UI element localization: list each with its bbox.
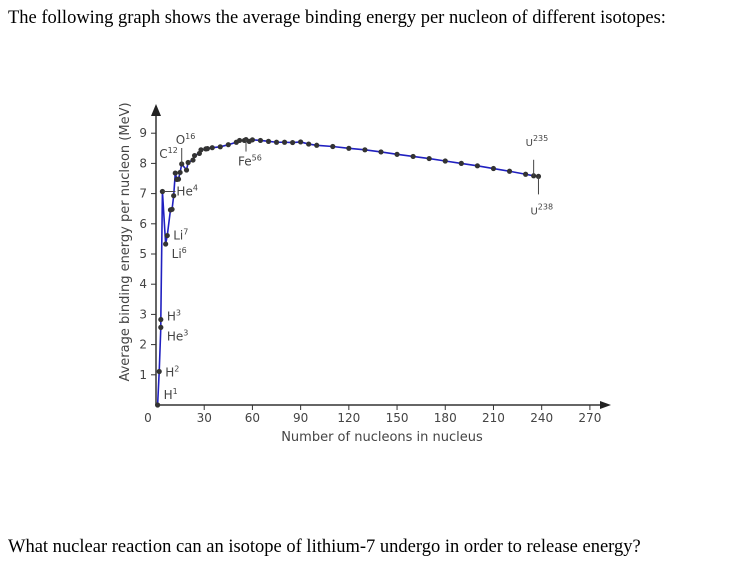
x-axis-arrow-icon xyxy=(600,401,611,409)
data-point xyxy=(158,324,164,330)
data-point xyxy=(257,137,264,144)
y-tick-label: 5 xyxy=(139,247,147,261)
x-tick-label: 120 xyxy=(337,411,360,425)
data-point xyxy=(535,173,542,179)
y-tick-label: 2 xyxy=(139,338,147,352)
data-point xyxy=(298,139,304,145)
isotope-label: He3 xyxy=(167,328,189,343)
x-tick-label: 60 xyxy=(245,411,260,425)
x-tick-label: 150 xyxy=(386,411,409,425)
data-point xyxy=(362,147,368,153)
y-tick-label: 6 xyxy=(139,217,147,231)
data-point xyxy=(190,157,196,163)
y-axis-label: Average binding energy per nucleon (MeV) xyxy=(118,102,133,381)
isotope-label: He4 xyxy=(176,183,198,198)
isotope-label: U238 xyxy=(530,202,553,217)
data-point xyxy=(177,169,183,176)
data-point xyxy=(330,143,336,150)
isotope-label: Li6 xyxy=(172,246,187,261)
y-tick-label: 9 xyxy=(139,126,147,140)
x-tick-label: 30 xyxy=(197,411,212,425)
intro-text: The following graph shows the average bi… xyxy=(8,8,666,28)
data-point xyxy=(442,158,448,164)
data-point xyxy=(155,402,161,408)
data-point xyxy=(346,145,352,151)
x-tick-label: 210 xyxy=(482,411,505,425)
data-point xyxy=(175,176,182,182)
isotope-label: C12 xyxy=(159,146,178,161)
data-point xyxy=(458,160,464,166)
data-point xyxy=(164,232,170,239)
data-point xyxy=(281,139,288,145)
data-point xyxy=(225,142,231,148)
data-point xyxy=(183,167,190,173)
data-point xyxy=(171,193,177,199)
y-tick-label: 7 xyxy=(139,187,147,201)
data-point xyxy=(249,137,256,143)
data-point xyxy=(490,165,497,172)
x-tick-label: 270 xyxy=(578,411,601,425)
isotope-label: H3 xyxy=(167,309,181,324)
isotope-label: O16 xyxy=(176,132,196,147)
data-point xyxy=(236,137,243,144)
x-tick-label: 90 xyxy=(293,411,308,425)
y-tick-label: 4 xyxy=(139,277,147,291)
isotope-label: Fe56 xyxy=(238,154,262,169)
data-point xyxy=(426,155,432,162)
data-point xyxy=(163,241,169,247)
x-axis-label: Number of nucleons in nucleus xyxy=(281,430,483,445)
data-point xyxy=(273,139,280,145)
y-tick-label: 3 xyxy=(139,307,147,321)
data-point xyxy=(314,142,320,148)
data-point xyxy=(185,159,191,166)
isotope-label: Li7 xyxy=(173,228,188,243)
data-point xyxy=(156,368,162,375)
data-point xyxy=(217,144,223,150)
x-tick-label: 180 xyxy=(434,411,457,425)
data-point xyxy=(378,149,384,155)
data-point xyxy=(169,206,175,212)
data-point xyxy=(410,153,416,160)
data-point xyxy=(394,151,400,157)
isotope-label: U235 xyxy=(526,134,549,149)
y-tick-label: 8 xyxy=(139,156,147,170)
data-point xyxy=(289,139,296,146)
question-text: What nuclear reaction can an isotope of … xyxy=(8,537,641,557)
binding-energy-line xyxy=(156,138,539,406)
data-point xyxy=(209,145,215,151)
data-point xyxy=(474,163,480,169)
data-point xyxy=(158,316,164,323)
y-tick-label: 1 xyxy=(139,368,147,382)
data-point xyxy=(265,138,272,144)
data-point xyxy=(506,168,513,174)
isotope-label: H2 xyxy=(165,364,179,379)
x-tick-label: 0 xyxy=(144,411,152,425)
data-point xyxy=(198,147,204,153)
data-point xyxy=(191,152,198,159)
data-point xyxy=(306,141,312,147)
data-point xyxy=(159,188,166,195)
data-point xyxy=(523,171,529,177)
data-point xyxy=(204,146,211,152)
data-point xyxy=(172,170,178,176)
x-tick-label: 240 xyxy=(530,411,553,425)
y-axis-arrow-icon xyxy=(151,104,161,116)
isotope-label: H1 xyxy=(164,387,178,402)
